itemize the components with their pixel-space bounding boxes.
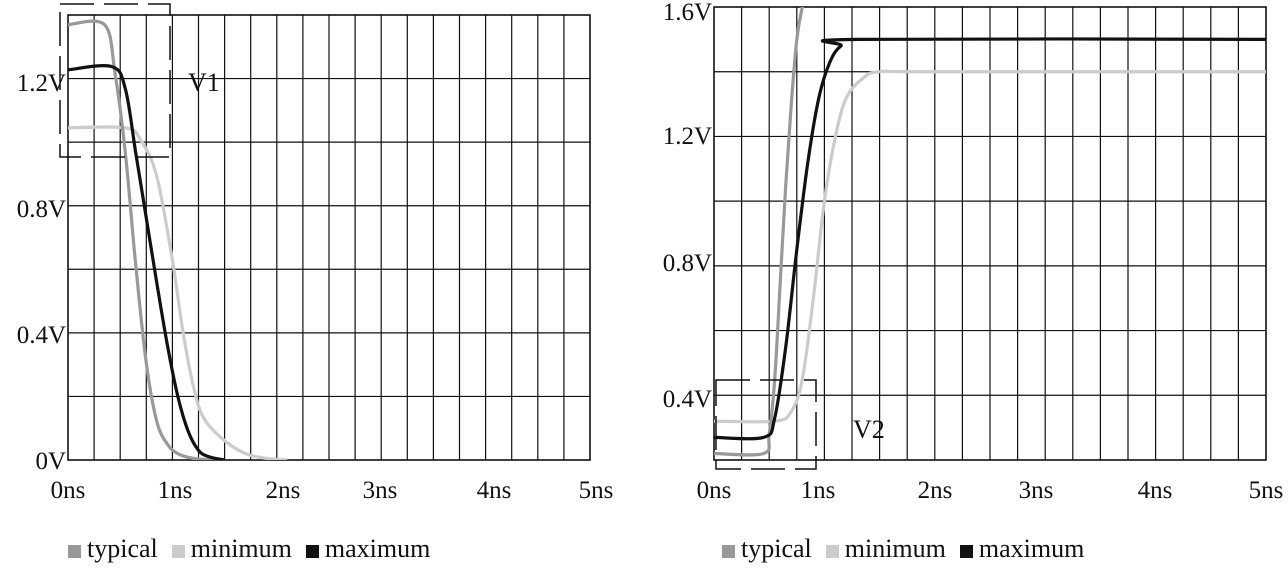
legend-swatch	[171, 545, 185, 558]
x-tick-label: 2ns	[918, 477, 953, 504]
legend-item-typical: typical	[722, 534, 812, 564]
legend-label: minimum	[190, 534, 292, 563]
y-tick-label: 0V	[35, 448, 66, 475]
legend-swatch	[722, 545, 735, 558]
legend-left: typical minimum maximum	[68, 534, 444, 564]
x-tick-label: 1ns	[158, 477, 193, 504]
y-tick-label: 1.6V	[663, 0, 712, 26]
y-tick-label: 0.4V	[663, 386, 712, 413]
chart-1: V1 0ns 1ns 2ns 3ns 4ns 5ns 0V 0.4V 0.8V 1.2V	[17, 3, 614, 504]
y-tick-label: 0.8V	[17, 196, 66, 223]
series-maximum	[68, 64, 225, 460]
grid	[714, 7, 1266, 460]
x-tick-label: 5ns	[579, 477, 614, 504]
legend-swatch	[305, 545, 319, 558]
legend-label: maximum	[324, 534, 431, 563]
plot-frame	[713, 6, 1267, 461]
legend-item-minimum: minimum	[171, 534, 292, 564]
y-tick-label: 1.2V	[17, 70, 66, 97]
x-tick-label: 5ns	[1249, 477, 1284, 504]
x-tick-label: 3ns	[1019, 477, 1054, 504]
series-maximum	[714, 37, 1266, 441]
x-tick-label: 4ns	[477, 477, 512, 504]
legend-swatch	[959, 545, 973, 558]
legend-label: maximum	[978, 534, 1085, 563]
legend-label: typical	[741, 534, 812, 563]
grid	[68, 15, 590, 460]
x-tick-label: 4ns	[1138, 477, 1173, 504]
y-tick-label: 1.2V	[663, 123, 712, 150]
x-tick-label: 0ns	[697, 477, 732, 504]
series-minimum	[714, 69, 1266, 424]
v2-box	[715, 379, 817, 470]
plot-frame	[67, 14, 591, 461]
y-tick-label: 0.8V	[663, 250, 712, 277]
x-tick-label: 3ns	[363, 477, 398, 504]
legend-item-typical: typical	[68, 534, 158, 564]
x-tick-label: 2ns	[266, 477, 301, 504]
annotation-label: V1	[188, 68, 220, 97]
legend-item-minimum: minimum	[825, 534, 946, 564]
legend-label: minimum	[844, 534, 946, 563]
legend-label: typical	[87, 534, 158, 563]
v1-box	[59, 3, 171, 158]
chart-2: V2 0ns 1ns 2ns 3ns 4ns 5ns 0.4V 0.8V 1.2V 1.6V	[663, 0, 1284, 504]
x-tick-label: 0ns	[51, 477, 86, 504]
series-minimum	[68, 125, 288, 460]
annotation-label: V2	[853, 415, 885, 444]
legend-swatch	[825, 545, 839, 558]
legend-right: typical minimum maximum	[722, 534, 1098, 564]
series-typical	[68, 19, 215, 460]
legend-swatch	[68, 545, 81, 558]
series-typical	[714, 7, 804, 457]
legend-item-maximum: maximum	[305, 534, 431, 564]
legend-item-maximum: maximum	[959, 534, 1085, 564]
y-tick-label: 0.4V	[17, 322, 66, 349]
x-tick-label: 1ns	[801, 477, 836, 504]
